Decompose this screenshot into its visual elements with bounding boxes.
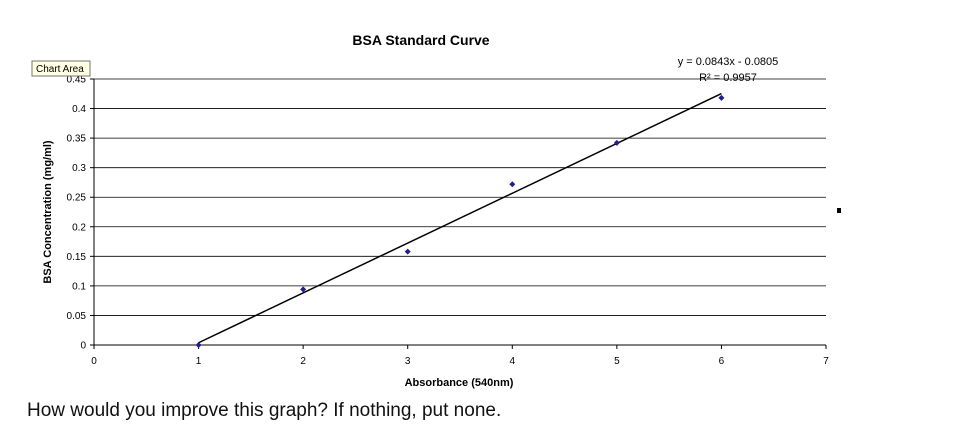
y-axis-title: BSA Concentration (mg/ml) <box>42 140 54 284</box>
trendline-equation: y = 0.0843x - 0.0805 <box>678 56 779 68</box>
axes <box>90 78 827 349</box>
x-tick-label: 4 <box>510 356 516 367</box>
x-tick-label: 5 <box>614 356 620 367</box>
y-tick-label: 0.1 <box>72 281 86 292</box>
trendline-layer <box>198 92 722 344</box>
y-tick-label: 0.35 <box>67 134 87 145</box>
y-tick-label: 0.3 <box>72 163 86 174</box>
x-tick-label: 1 <box>196 356 202 367</box>
chart-area-tooltip: Chart Area <box>31 60 91 77</box>
data-point <box>509 181 516 188</box>
chart: BSA Standard Curve 0 0.05 0.1 0.15 0.2 0.25 0.… <box>31 32 841 389</box>
trendline <box>198 92 722 344</box>
x-tick-label: 7 <box>823 356 829 367</box>
y-tick-label: 0.15 <box>67 252 87 263</box>
question-text: How would you improve this graph? If not… <box>27 400 502 421</box>
y-tick-label: 0 <box>80 341 86 352</box>
y-tick-label: 0.05 <box>67 311 87 322</box>
x-axis-title: Absorbance (540nm) <box>405 377 514 389</box>
trendline-r-squared: R² = 0.9957 <box>699 72 757 84</box>
x-tick-label: 2 <box>300 356 306 367</box>
data-point <box>300 286 307 293</box>
data-points <box>195 94 725 348</box>
gridlines <box>94 78 826 316</box>
x-tick-label: 0 <box>91 356 97 367</box>
x-tick-label: 3 <box>405 356 411 367</box>
y-tick-label: 0.45 <box>67 75 87 86</box>
x-tick-label: 6 <box>719 356 725 367</box>
chart-title: BSA Standard Curve <box>352 32 489 48</box>
tooltip-label: Chart Area <box>36 64 84 75</box>
y-tick-label: 0.2 <box>72 222 86 233</box>
data-point <box>404 248 411 255</box>
data-point <box>195 342 202 348</box>
data-point <box>718 94 725 101</box>
y-tick-label: 0.25 <box>67 193 87 204</box>
data-point <box>613 139 620 146</box>
stray-marker <box>837 208 841 213</box>
y-tick-label: 0.4 <box>72 104 86 115</box>
tick-labels: 0 0.05 0.1 0.15 0.2 0.25 0.3 0.35 0.4 0.45 0 1 2 3 4 5 6… <box>67 75 830 368</box>
